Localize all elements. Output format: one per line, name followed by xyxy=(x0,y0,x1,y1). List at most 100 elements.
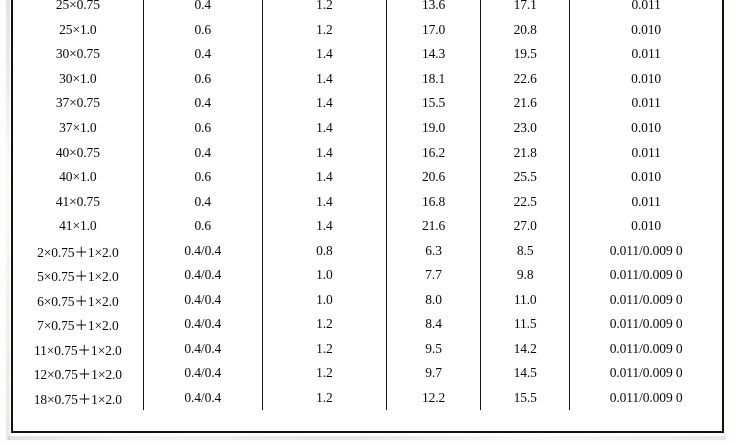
cell-approx-diameter-max: 14.5 xyxy=(480,361,571,386)
table-row: 40×0.75 0.4 1.4 16.2 21.8 0.011 xyxy=(13,140,722,165)
cell-resistance-value: 0.011 xyxy=(631,46,661,62)
cell-conductor-spec: 12×0.75＋1×2.0 xyxy=(13,361,144,386)
cell-resistance-value: 0.011/0.009 0 xyxy=(609,291,683,307)
cell-approx-diameter-max: 21.8 xyxy=(480,140,571,165)
cell-sheath-thickness: 1.2 xyxy=(262,361,388,386)
cell-insulation-thickness: 0.4 xyxy=(143,91,263,116)
cell-resistance-value: 0.010 xyxy=(631,70,662,86)
cell-approx-diameter-min: 16.8 xyxy=(386,189,482,214)
cell-approx-diameter-max: 25.5 xyxy=(480,164,571,190)
cell-conductor-spec: 37×1.0 xyxy=(13,115,144,141)
cell-sheath-thickness: 1.4 xyxy=(262,140,388,165)
cell-resistance-value: 0.011 xyxy=(631,0,661,13)
cell-conductor-spec: 11×0.75＋1×2.0 xyxy=(13,336,144,362)
cell-sheath-thickness: 0.8 xyxy=(262,238,388,264)
cell-insulation-thickness: 0.6 xyxy=(143,164,263,190)
cell-insulation-thickness: 0.6 xyxy=(143,66,263,92)
cell-sheath-thickness: 1.4 xyxy=(262,115,388,141)
cell-sheath-thickness: 1.4 xyxy=(262,91,388,116)
cell-conductor-spec: 25×1.0 xyxy=(13,17,144,43)
cell-approx-diameter-max: 19.5 xyxy=(480,42,571,67)
cell-sheath-thickness: 1.4 xyxy=(262,164,388,190)
cell-conductor-spec: 25×0.75 xyxy=(13,0,144,18)
cell-approx-diameter-min: 17.0 xyxy=(386,17,482,43)
cell-resistance-value: 0.011 xyxy=(631,193,661,209)
cell-resistance-value: 0.010 xyxy=(631,120,662,135)
table-row: 6×0.75＋1×2.0 0.4/0.4 1.0 8.0 11.0 0.011/0.009… xyxy=(13,287,722,313)
cell-approx-diameter-max: 23.0 xyxy=(480,115,571,141)
specification-table: 25×0.75 0.4 1.2 13.6 17.1 0.011 25×1.0 0.6 1.2 17… xyxy=(13,0,722,411)
cell-approx-diameter-max: 21.6 xyxy=(480,91,571,116)
cell-approx-diameter-min: 20.6 xyxy=(386,164,482,190)
cell-approx-diameter-max: 11.5 xyxy=(480,312,571,337)
table-row: 25×0.75 0.4 1.2 13.6 17.1 0.011 xyxy=(13,0,722,18)
cell-approx-diameter-min: 9.5 xyxy=(386,336,482,362)
cell-conductor-spec: 2×0.75＋1×2.0 xyxy=(13,238,144,264)
scan-edge-bottom xyxy=(8,436,726,440)
cell-insulation-thickness: 0.4 xyxy=(143,140,263,165)
cell-sheath-thickness: 1.0 xyxy=(262,287,388,313)
cell-resistance-value: 0.011/0.009 0 xyxy=(609,365,683,381)
cell-approx-diameter-max: 14.2 xyxy=(480,336,571,362)
table-row: 37×0.75 0.4 1.4 15.5 21.6 0.011 xyxy=(13,91,722,116)
cell-insulation-thickness: 0.4/0.4 xyxy=(143,336,263,362)
cell-sheath-thickness: 1.2 xyxy=(262,336,388,362)
cell-conductor-spec: 41×1.0 xyxy=(13,213,144,239)
cell-insulation-thickness: 0.4/0.4 xyxy=(143,361,263,386)
cell-conductor-spec: 41×0.75 xyxy=(13,189,144,214)
cell-approx-diameter-min: 16.2 xyxy=(386,140,482,165)
cell-approx-diameter-max: 22.5 xyxy=(480,189,571,214)
cell-sheath-thickness: 1.2 xyxy=(262,312,388,337)
cell-insulation-thickness: 0.4 xyxy=(143,189,263,214)
cell-conductor-spec: 40×0.75 xyxy=(13,140,144,165)
cell-approx-diameter-max: 20.8 xyxy=(480,17,571,43)
specification-table-container: 25×0.75 0.4 1.2 13.6 17.1 0.011 25×1.0 0.6 1.2 17… xyxy=(11,0,724,433)
cell-conductor-spec: 37×0.75 xyxy=(13,91,144,116)
cell-resistance-value: 0.011 xyxy=(631,95,661,111)
cell-resistance-value: 0.010 xyxy=(631,169,662,185)
cell-conductor-spec: 30×0.75 xyxy=(13,42,144,67)
table-row: 41×0.75 0.4 1.4 16.8 22.5 0.011 xyxy=(13,189,722,214)
table-row: 2×0.75＋1×2.0 0.4/0.4 0.8 6.3 8.5 0.011/0.009 … xyxy=(13,238,722,264)
cell-insulation-thickness: 0.4/0.4 xyxy=(143,287,263,313)
cell-approx-diameter-min: 7.7 xyxy=(386,263,482,288)
cell-resistance-value: 0.011/0.009 0 xyxy=(609,390,683,406)
table-row: 41×1.0 0.6 1.4 21.6 27.0 0.010 xyxy=(13,213,722,239)
cell-approx-diameter-max: 11.0 xyxy=(480,287,571,313)
cell-approx-diameter-min: 21.6 xyxy=(386,213,482,239)
cell-resistance-value: 0.010 xyxy=(631,218,662,234)
cell-insulation-thickness: 0.6 xyxy=(143,213,263,239)
cell-sheath-thickness: 1.2 xyxy=(262,0,388,18)
cell-sheath-thickness: 1.2 xyxy=(262,385,388,411)
table-row: 7×0.75＋1×2.0 0.4/0.4 1.2 8.4 11.5 0.011/0.009… xyxy=(13,312,722,337)
cell-approx-diameter-min: 19.0 xyxy=(386,115,482,141)
cell-insulation-thickness: 0.6 xyxy=(143,115,263,141)
cell-approx-diameter-min: 12.2 xyxy=(386,385,482,411)
cell-sheath-thickness: 1.4 xyxy=(262,66,388,92)
cell-approx-diameter-min: 13.6 xyxy=(386,0,482,18)
cell-approx-diameter-min: 6.3 xyxy=(386,238,482,264)
cell-approx-diameter-max: 15.5 xyxy=(480,385,571,411)
table-body: 25×0.75 0.4 1.2 13.6 17.1 0.011 25×1.0 0.6 1.2 17… xyxy=(13,0,722,411)
table-row: 30×1.0 0.6 1.4 18.1 22.6 0.010 xyxy=(13,66,722,92)
table-row: 12×0.75＋1×2.0 0.4/0.4 1.2 9.7 14.5 0.011/0.00… xyxy=(13,361,722,386)
cell-approx-diameter-max: 22.6 xyxy=(480,66,571,92)
table-row: 40×1.0 0.6 1.4 20.6 25.5 0.010 xyxy=(13,164,722,190)
cell-approx-diameter-min: 14.3 xyxy=(386,42,482,67)
cell-conductor-spec: 5×0.75＋1×2.0 xyxy=(13,263,144,288)
table-row: 11×0.75＋1×2.0 0.4/0.4 1.2 9.5 14.2 0.011/0.00… xyxy=(13,336,722,362)
cell-sheath-thickness: 1.2 xyxy=(262,17,388,43)
cell-resistance-value: 0.011 xyxy=(631,144,661,160)
cell-approx-diameter-max: 17.1 xyxy=(480,0,571,18)
cell-approx-diameter-min: 8.0 xyxy=(386,287,482,313)
cell-sheath-thickness: 1.4 xyxy=(262,189,388,214)
cell-conductor-spec: 30×1.0 xyxy=(13,66,144,92)
cell-insulation-thickness: 0.6 xyxy=(143,17,263,43)
cell-resistance-value: 0.011/0.009 0 xyxy=(609,267,683,283)
table-row: 37×1.0 0.6 1.4 19.0 23.0 0.010 xyxy=(13,115,722,141)
table-row: 30×0.75 0.4 1.4 14.3 19.5 0.011 xyxy=(13,42,722,67)
cell-approx-diameter-max: 9.8 xyxy=(480,263,571,288)
table-row: 25×1.0 0.6 1.2 17.0 20.8 0.010 xyxy=(13,17,722,43)
scan-edge-left xyxy=(6,0,10,440)
